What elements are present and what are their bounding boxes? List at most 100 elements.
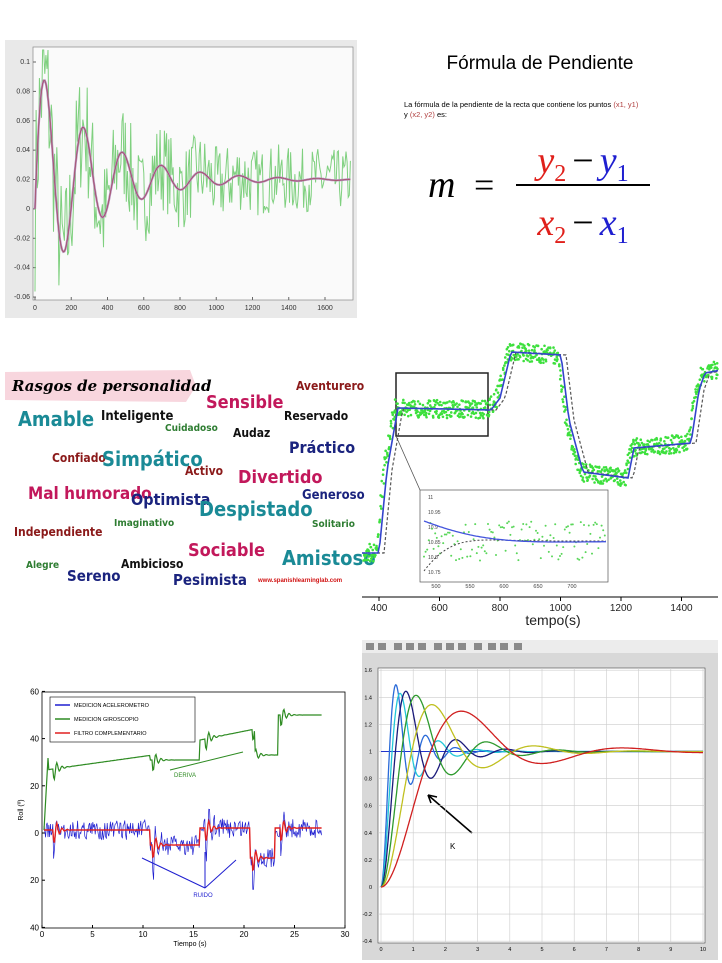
noise-dot	[665, 450, 668, 453]
inset-tick-label: 10.75	[428, 570, 441, 576]
noise-dot	[546, 348, 549, 352]
noise-dot	[689, 426, 693, 429]
noise-dot	[583, 472, 587, 476]
noise-dot	[634, 448, 637, 452]
y-tick-label: -0.06	[14, 294, 30, 301]
y-tick-label: -0.4	[363, 939, 372, 945]
noise-dot	[658, 452, 662, 456]
noise-dot	[382, 482, 386, 485]
x-axis-label: tempo(s)	[525, 612, 580, 628]
y-tick-label: 60	[30, 687, 39, 696]
noise-dot	[505, 347, 509, 351]
legend-label: MEDICION GIROSCOPIO	[74, 717, 139, 723]
noise-dot	[565, 526, 568, 529]
formula-intro: La fórmula de la pendiente de la recta q…	[404, 100, 639, 109]
noise-dot	[450, 554, 453, 557]
noise-dot	[658, 450, 661, 454]
noise-dot	[522, 522, 525, 525]
noise-dot	[668, 449, 671, 453]
noise-dot	[595, 523, 598, 526]
noise-dot	[383, 463, 386, 467]
noise-dot	[632, 440, 635, 444]
word: Inteligente	[101, 409, 173, 424]
noise-dot	[389, 419, 393, 423]
noise-dot	[495, 388, 498, 391]
noise-dot	[435, 412, 438, 415]
noise-dot	[501, 368, 505, 372]
noise-dot	[537, 356, 541, 360]
inset	[419, 489, 609, 583]
noise-dot	[483, 406, 487, 409]
noise-dot	[475, 552, 478, 555]
formula-title: Fórmula de Pendiente	[447, 53, 634, 74]
noise-dot	[426, 401, 430, 405]
noise-dot	[594, 475, 597, 478]
noise-dot	[551, 555, 553, 558]
noise-dot	[599, 470, 603, 474]
noise-dot	[371, 548, 375, 552]
noise-dot	[643, 451, 647, 454]
noise-dot	[528, 526, 531, 529]
word: Simpático	[102, 447, 203, 471]
y-tick-label: 0.04	[16, 147, 30, 154]
noise-dot	[640, 441, 644, 445]
x-tick-label: 7	[605, 947, 608, 953]
noise-dot	[558, 377, 562, 381]
noise-dot	[561, 398, 564, 401]
noise-dot	[578, 558, 581, 561]
noise-dot	[472, 538, 475, 541]
noise-dot	[450, 414, 453, 418]
noise-dot	[384, 449, 387, 453]
word: Mal humorado	[28, 484, 152, 504]
x-tick-label: 400	[102, 305, 114, 312]
noise-dot	[552, 537, 555, 540]
noise-dot	[666, 436, 670, 439]
noise-dot	[538, 538, 541, 541]
x-tick-label: 1000	[549, 603, 572, 614]
noise-dot	[387, 447, 391, 451]
noise-dot	[570, 523, 573, 526]
noise-dot	[511, 526, 513, 529]
x-tick-label: 30	[341, 930, 350, 939]
noise-dot	[703, 379, 706, 383]
noise-dot	[525, 523, 528, 526]
noise-dot	[378, 518, 382, 522]
x-tick-label: 800	[492, 603, 509, 614]
tail: es:	[437, 110, 447, 119]
noise-dot	[684, 434, 688, 438]
numerator: y2− y1	[533, 140, 628, 187]
noise-dot	[669, 447, 673, 451]
noise-dot	[485, 552, 488, 555]
noise-dot	[579, 474, 583, 478]
noise-dot	[680, 435, 683, 439]
noise-dot	[425, 415, 428, 419]
noise-dot	[622, 480, 625, 484]
noise-dot	[491, 410, 495, 414]
noise-dot	[628, 456, 632, 459]
x-tick-label: 5	[540, 947, 543, 953]
noise-dot	[527, 539, 529, 542]
noise-dot	[495, 554, 497, 557]
noise-dot	[501, 526, 504, 529]
noise-dot	[379, 504, 382, 508]
word: Audaz	[233, 426, 270, 440]
inset-tick-label: 11	[428, 495, 433, 501]
noise-dot	[448, 531, 451, 534]
noise-dot	[440, 412, 444, 416]
noise-dot	[448, 400, 451, 403]
noise-dot	[571, 523, 574, 526]
conj: y	[404, 110, 408, 119]
noise-dot	[438, 400, 442, 404]
noise-dot	[385, 451, 389, 455]
noise-dot	[633, 442, 637, 446]
noise-dot	[496, 391, 500, 394]
noise-dot	[588, 463, 592, 466]
noise-dot	[475, 406, 479, 409]
noise-dot	[696, 383, 700, 386]
noise-dot	[491, 531, 494, 534]
y-tick-label: 40	[30, 923, 39, 932]
y-tick-label: 1.6	[364, 668, 372, 674]
noise-dot	[512, 525, 515, 528]
minus: −	[572, 140, 593, 182]
